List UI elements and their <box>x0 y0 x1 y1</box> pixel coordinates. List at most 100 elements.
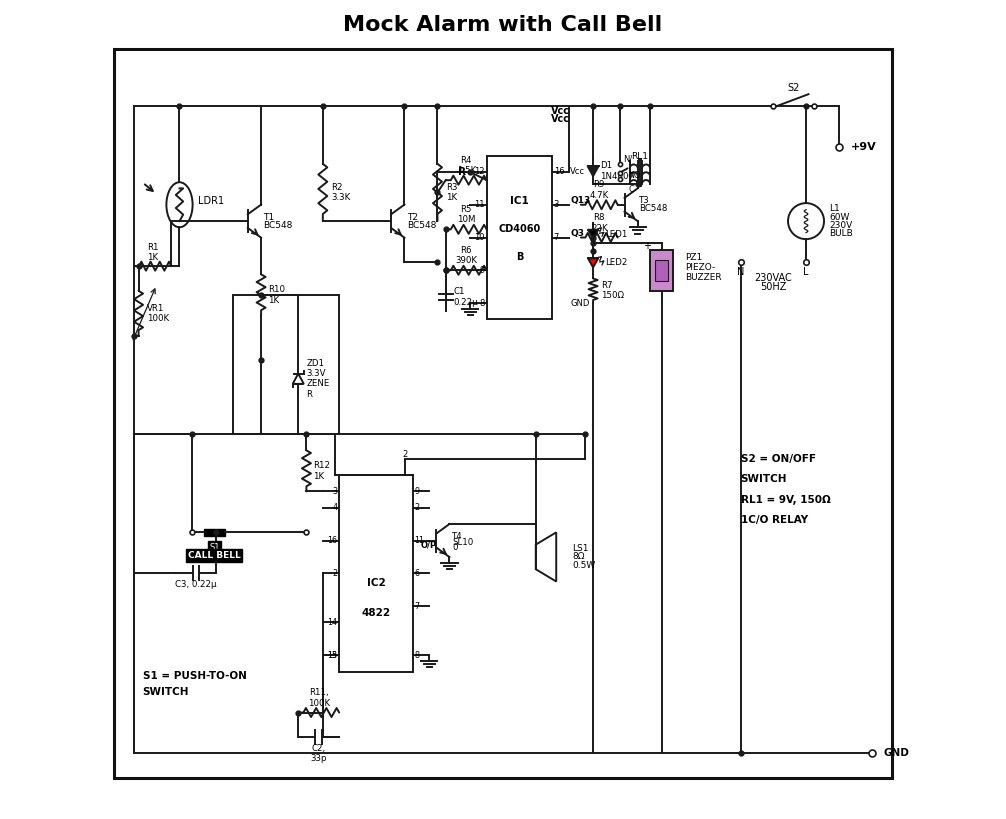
Text: NO: NO <box>628 171 640 180</box>
Bar <box>339 475 412 672</box>
Text: BULB: BULB <box>829 229 853 238</box>
Text: SL10: SL10 <box>452 538 473 546</box>
Text: 13: 13 <box>328 651 338 659</box>
Text: IC2: IC2 <box>366 578 385 588</box>
Text: S1: S1 <box>209 543 219 551</box>
Text: 10: 10 <box>475 233 485 242</box>
Text: 3: 3 <box>553 201 559 209</box>
Bar <box>204 529 224 536</box>
Text: BC548: BC548 <box>406 221 437 229</box>
Text: R8
22K: R8 22K <box>591 213 608 233</box>
Polygon shape <box>588 166 599 176</box>
Text: 50HZ: 50HZ <box>761 282 787 292</box>
Text: 2: 2 <box>402 450 407 459</box>
Text: PIEZO-: PIEZO- <box>685 264 715 272</box>
Text: T3: T3 <box>640 197 650 205</box>
Text: D1
1N4007: D1 1N4007 <box>601 161 635 181</box>
Text: T1: T1 <box>264 214 275 222</box>
Text: T2: T2 <box>406 214 417 222</box>
Text: 8: 8 <box>414 651 420 659</box>
Text: CALL BELL: CALL BELL <box>188 551 240 559</box>
Text: GND: GND <box>884 749 909 758</box>
Text: R11,
100K: R11, 100K <box>308 688 330 708</box>
Text: 7: 7 <box>414 602 420 610</box>
Text: IC1: IC1 <box>510 197 529 206</box>
Text: VR1
100K: VR1 100K <box>147 304 169 323</box>
Bar <box>114 49 892 778</box>
Text: L1: L1 <box>829 205 840 213</box>
Text: 4822: 4822 <box>361 608 390 618</box>
Text: C1
0.22μ: C1 0.22μ <box>454 287 479 306</box>
Text: 2: 2 <box>332 569 338 577</box>
Text: N/: N/ <box>623 154 633 163</box>
Text: O/P: O/P <box>422 541 438 549</box>
Text: R4
1.5K: R4 1.5K <box>457 156 476 175</box>
Text: B: B <box>516 252 523 262</box>
Text: 60W: 60W <box>829 213 849 221</box>
Text: 7: 7 <box>553 233 559 242</box>
Text: C3, 0.22μ: C3, 0.22μ <box>175 580 216 589</box>
Text: 8Ω: 8Ω <box>572 553 585 561</box>
Text: SWITCH: SWITCH <box>740 474 787 484</box>
Text: 0: 0 <box>452 544 458 552</box>
Bar <box>487 156 552 319</box>
Text: S2 = ON/OFF: S2 = ON/OFF <box>740 454 816 464</box>
Text: 11: 11 <box>475 201 485 209</box>
Text: L: L <box>803 267 809 277</box>
Text: C: C <box>629 184 634 193</box>
Text: 11: 11 <box>414 536 425 545</box>
Text: 12: 12 <box>475 168 485 176</box>
Polygon shape <box>589 230 599 238</box>
Text: PZ1: PZ1 <box>685 254 702 262</box>
Text: 230V: 230V <box>829 221 852 229</box>
Bar <box>232 295 339 434</box>
Text: S1 = PUSH-TO-ON: S1 = PUSH-TO-ON <box>143 671 246 681</box>
Bar <box>655 260 668 281</box>
Text: LDR1: LDR1 <box>197 196 223 206</box>
Text: R3
1K: R3 1K <box>446 183 457 202</box>
Text: 15: 15 <box>327 651 338 659</box>
Text: 9: 9 <box>414 487 420 495</box>
Text: T4: T4 <box>452 532 463 541</box>
Text: BC548: BC548 <box>264 221 293 229</box>
Text: R10
1K: R10 1K <box>269 285 286 305</box>
Text: +9V: +9V <box>851 143 877 152</box>
Text: CD4060: CD4060 <box>498 224 540 234</box>
Text: C2,
33p: C2, 33p <box>311 744 327 763</box>
Text: GND: GND <box>570 299 590 307</box>
Text: BC548: BC548 <box>640 205 668 213</box>
Text: BUZZER: BUZZER <box>685 274 721 282</box>
Text: +: + <box>643 241 651 251</box>
Polygon shape <box>589 259 599 267</box>
Text: S2: S2 <box>788 84 800 93</box>
Text: 6: 6 <box>414 569 420 577</box>
Text: Vcc: Vcc <box>551 114 569 124</box>
Text: 4: 4 <box>333 504 338 512</box>
Text: N: N <box>736 267 744 277</box>
Text: 16: 16 <box>328 536 338 545</box>
Text: 1C/O RELAY: 1C/O RELAY <box>740 515 808 525</box>
Text: R5
10M: R5 10M <box>457 205 476 224</box>
Text: 14: 14 <box>328 618 338 627</box>
Text: 230VAC: 230VAC <box>754 274 792 283</box>
Text: 9: 9 <box>480 266 485 274</box>
Text: ZD1
3.3V
ZENE
R: ZD1 3.3V ZENE R <box>307 359 330 399</box>
Text: SWITCH: SWITCH <box>143 687 189 697</box>
Text: 8: 8 <box>480 299 485 307</box>
Text: RL1: RL1 <box>632 152 649 161</box>
Text: Vcc: Vcc <box>570 168 585 176</box>
Text: R6
390K: R6 390K <box>455 246 477 265</box>
Text: R12
1K: R12 1K <box>313 461 330 481</box>
Text: 3: 3 <box>333 487 338 495</box>
Text: R7
150Ω: R7 150Ω <box>602 281 625 301</box>
Text: 0.5W: 0.5W <box>572 561 596 569</box>
Text: Q13: Q13 <box>571 197 592 205</box>
Text: Q3: Q3 <box>571 229 584 238</box>
Text: LED2: LED2 <box>606 259 628 267</box>
Text: 2: 2 <box>414 504 420 512</box>
Text: RL1 = 9V, 150Ω: RL1 = 9V, 150Ω <box>740 495 830 505</box>
Text: R9
4.7K: R9 4.7K <box>590 180 609 200</box>
Text: R2
3.3K: R2 3.3K <box>331 183 350 202</box>
Bar <box>651 250 673 291</box>
Text: R: R <box>458 167 466 177</box>
